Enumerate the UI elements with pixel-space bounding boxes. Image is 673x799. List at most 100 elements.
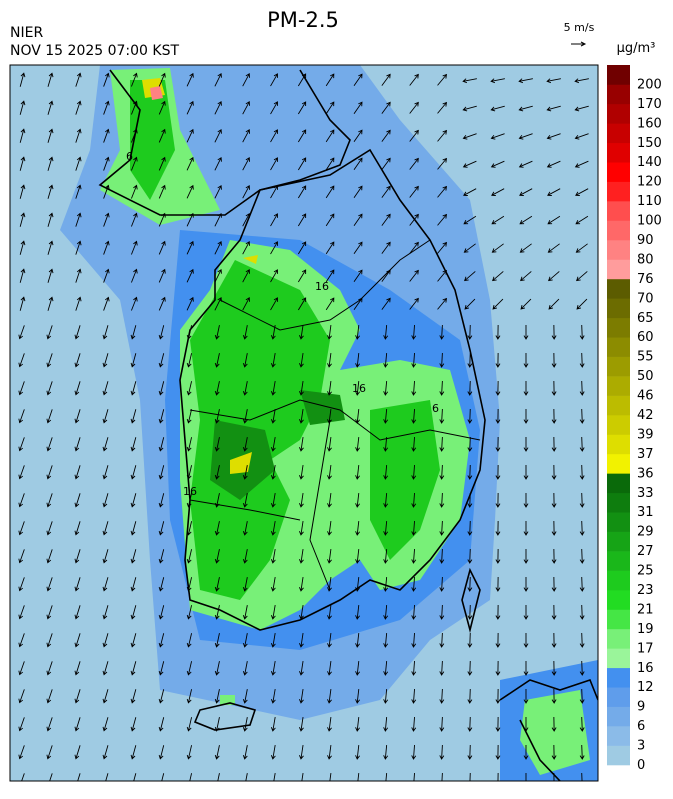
wind-arrow [325, 73, 335, 87]
wind-arrow [130, 381, 137, 396]
wind-arrow [546, 133, 561, 140]
wind-arrow [462, 78, 477, 84]
map-frame [9, 64, 599, 782]
wind-arrow [576, 298, 588, 310]
pm-zone-23 [130, 80, 440, 600]
wind-arrow [409, 157, 419, 170]
wind-arrow [102, 465, 109, 480]
wind-arrow [383, 380, 389, 396]
wind-arrow [47, 212, 54, 227]
wind-arrow [411, 716, 417, 732]
wind-arrow [18, 745, 25, 760]
wind-arrow [18, 353, 25, 368]
wind-arrow [462, 133, 477, 140]
wind-arrow [490, 78, 505, 84]
wind-arrow [381, 73, 391, 86]
wind-arrow [297, 101, 307, 115]
wind-arrow [74, 493, 81, 508]
colorbar-label: 39 [637, 427, 654, 442]
wind-arrow [409, 241, 419, 254]
colorbar-segment [607, 142, 630, 163]
colorbar-segment [607, 317, 630, 338]
wind-arrow [495, 492, 501, 508]
wind-arrow [242, 213, 250, 227]
wind-arrow [523, 688, 529, 704]
wind-arrow [383, 632, 389, 648]
colorbar-label: 80 [637, 252, 654, 267]
wind-arrow [158, 549, 165, 564]
wind-arrow [297, 129, 307, 143]
wind-arrow [495, 352, 501, 368]
wind-arrow [103, 184, 110, 199]
colorbar-label: 70 [637, 291, 654, 306]
wind-arrow [75, 184, 82, 199]
wind-arrow [299, 437, 304, 452]
wind-arrow [551, 744, 557, 760]
wind-arrow [463, 243, 476, 253]
wind-arrow [74, 661, 81, 676]
pm-zone-29 [210, 390, 345, 500]
wind-arrow [270, 633, 276, 648]
colorbar-label: 37 [637, 447, 654, 462]
wind-arrow [383, 436, 389, 452]
colorbar-label: 25 [637, 564, 654, 579]
wind-arrow [214, 268, 222, 283]
wind-arrow [242, 521, 248, 536]
wind-arrow [381, 129, 391, 142]
wind-arrow [551, 520, 557, 536]
wind-arrow [242, 605, 248, 620]
wind-arrow [19, 212, 26, 227]
wind-arrow [214, 493, 220, 508]
wind-arrow [46, 605, 53, 620]
wind-arrow [383, 716, 389, 732]
wind-arrow [409, 185, 419, 198]
wind-arrow [18, 381, 25, 396]
wind-arrow [547, 243, 560, 253]
wind-arrow [186, 633, 193, 648]
wind-arrow [46, 577, 53, 592]
wind-arrow [158, 353, 165, 368]
wind-arrow [495, 464, 501, 480]
wind-arrow [439, 548, 445, 564]
colorbar-label: 150 [637, 136, 662, 151]
wind-arrow [411, 660, 417, 676]
wind-arrow [327, 633, 332, 648]
wind-arrow [186, 212, 194, 227]
wind-arrow [523, 744, 529, 760]
wind-arrow [467, 492, 473, 508]
wind-arrow [411, 464, 417, 480]
wind-arrow [355, 576, 361, 592]
wind-arrow [270, 409, 276, 424]
wind-arrow [46, 689, 53, 704]
wind-arrow [299, 521, 304, 536]
wind-arrow [47, 156, 54, 171]
wind-arrow [551, 324, 557, 340]
colorbar-segment [607, 337, 630, 357]
wind-arrow [519, 215, 533, 225]
wind-arrow [103, 100, 110, 115]
wind-arrow [547, 188, 561, 196]
colorbar-segment [607, 667, 630, 688]
wind-arrow [158, 184, 166, 199]
wind-arrow [495, 744, 501, 760]
wind-arrow [579, 352, 585, 368]
wind-arrow [579, 408, 585, 424]
colorbar-segment [607, 706, 630, 727]
wind-arrow [579, 576, 585, 592]
wind-arrow [411, 324, 417, 340]
wind-arrow [490, 105, 505, 112]
wind-arrow [301, 773, 304, 781]
wind-arrow [102, 577, 109, 592]
wind-arrow [327, 493, 332, 508]
wind-arrow [214, 437, 220, 452]
colorbar-label: 110 [637, 194, 662, 209]
wind-arrow [409, 73, 419, 86]
wind-arrow [381, 157, 391, 170]
wind-arrow [327, 549, 332, 564]
wind-arrow [130, 661, 137, 676]
wind-arrow [413, 772, 415, 781]
wind-arrow [467, 744, 473, 760]
wind-arrow [355, 352, 361, 368]
wind-arrow [186, 605, 193, 620]
wind-arrow [270, 521, 276, 536]
